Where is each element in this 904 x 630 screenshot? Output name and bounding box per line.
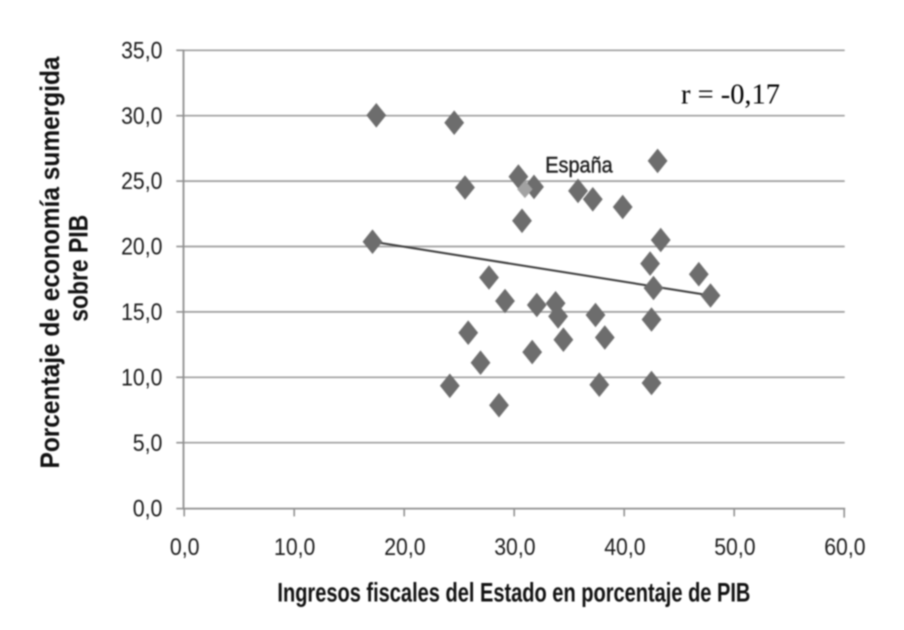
svg-text:15,0: 15,0: [121, 299, 162, 326]
svg-text:10,0: 10,0: [274, 534, 315, 561]
svg-text:0,0: 0,0: [170, 534, 200, 561]
svg-text:20,0: 20,0: [121, 234, 162, 261]
svg-text:Ingresos fiscales del Estado e: Ingresos fiscales del Estado en porcenta…: [277, 577, 750, 607]
svg-text:60,0: 60,0: [824, 534, 865, 561]
svg-text:Porcentaje de economía sumergi: Porcentaje de economía sumergida: [35, 56, 65, 469]
svg-text:30,0: 30,0: [121, 103, 162, 130]
svg-text:40,0: 40,0: [604, 534, 645, 561]
svg-text:50,0: 50,0: [714, 534, 755, 561]
svg-text:30,0: 30,0: [494, 534, 535, 561]
svg-text:10,0: 10,0: [121, 364, 162, 391]
svg-text:35,0: 35,0: [121, 37, 162, 64]
svg-text:r = -0,17: r = -0,17: [681, 80, 780, 111]
svg-text:sobre PIB: sobre PIB: [64, 215, 94, 322]
svg-text:20,0: 20,0: [384, 534, 425, 561]
svg-text:25,0: 25,0: [121, 168, 162, 195]
svg-text:España: España: [545, 153, 613, 178]
svg-text:0,0: 0,0: [133, 496, 163, 523]
svg-text:5,0: 5,0: [133, 430, 163, 457]
